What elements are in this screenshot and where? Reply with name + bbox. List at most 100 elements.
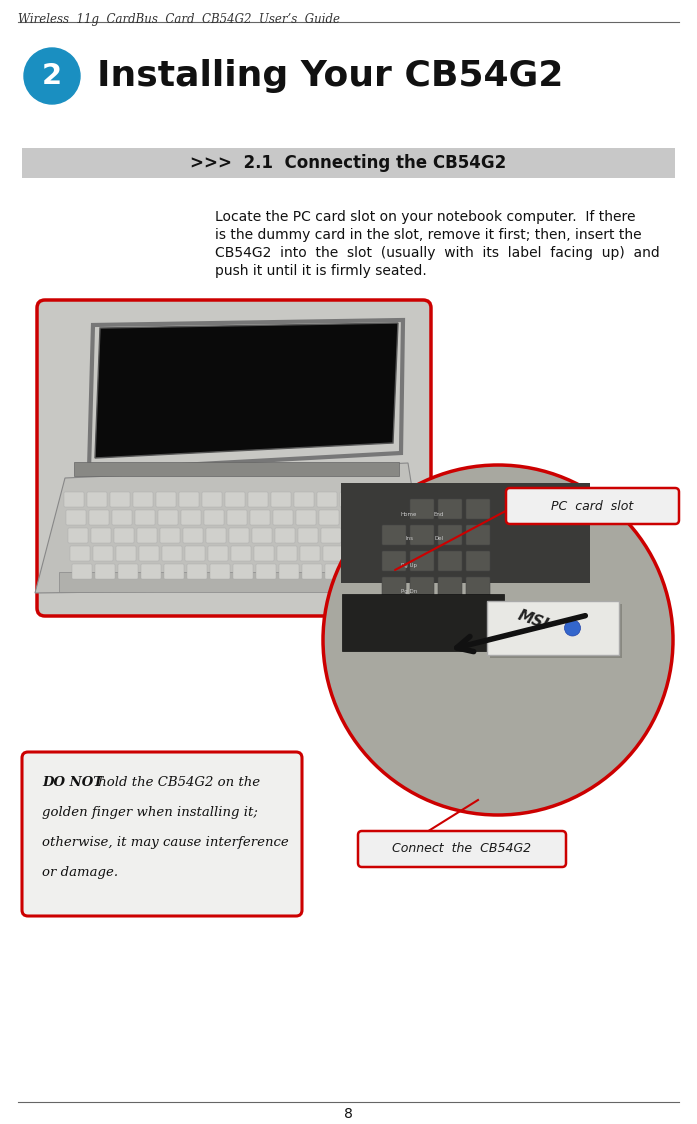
Text: Installing Your CB54G2: Installing Your CB54G2 xyxy=(97,58,563,93)
Text: 8: 8 xyxy=(344,1107,353,1121)
Text: otherwise, it may cause interference: otherwise, it may cause interference xyxy=(42,836,289,849)
FancyBboxPatch shape xyxy=(93,546,113,561)
FancyBboxPatch shape xyxy=(250,510,270,525)
Text: PC  card  slot: PC card slot xyxy=(551,499,634,513)
FancyBboxPatch shape xyxy=(248,492,268,507)
Circle shape xyxy=(565,620,581,636)
FancyBboxPatch shape xyxy=(210,564,230,579)
FancyBboxPatch shape xyxy=(229,528,249,543)
FancyBboxPatch shape xyxy=(342,510,362,525)
FancyBboxPatch shape xyxy=(225,492,245,507)
FancyBboxPatch shape xyxy=(487,601,619,655)
FancyBboxPatch shape xyxy=(273,510,293,525)
FancyBboxPatch shape xyxy=(59,572,419,592)
Text: hold the CB54G2 on the: hold the CB54G2 on the xyxy=(94,776,260,789)
FancyBboxPatch shape xyxy=(317,492,337,507)
FancyBboxPatch shape xyxy=(118,564,138,579)
Text: golden finger when installing it;: golden finger when installing it; xyxy=(42,806,258,819)
FancyBboxPatch shape xyxy=(466,577,490,597)
FancyBboxPatch shape xyxy=(68,528,88,543)
FancyBboxPatch shape xyxy=(341,483,590,583)
FancyBboxPatch shape xyxy=(227,510,247,525)
Text: Locate the PC card slot on your notebook computer.  If there: Locate the PC card slot on your notebook… xyxy=(215,210,636,224)
FancyBboxPatch shape xyxy=(22,148,675,178)
FancyBboxPatch shape xyxy=(371,564,391,579)
FancyBboxPatch shape xyxy=(346,546,366,561)
FancyBboxPatch shape xyxy=(135,510,155,525)
FancyBboxPatch shape xyxy=(252,528,272,543)
FancyBboxPatch shape xyxy=(72,564,92,579)
FancyBboxPatch shape xyxy=(466,499,490,519)
FancyBboxPatch shape xyxy=(367,528,387,543)
FancyBboxPatch shape xyxy=(181,510,201,525)
FancyBboxPatch shape xyxy=(438,602,462,623)
FancyBboxPatch shape xyxy=(208,546,228,561)
FancyBboxPatch shape xyxy=(348,564,368,579)
FancyBboxPatch shape xyxy=(438,525,462,545)
FancyBboxPatch shape xyxy=(363,492,383,507)
FancyBboxPatch shape xyxy=(116,546,136,561)
Text: DO NOT: DO NOT xyxy=(42,776,103,789)
FancyBboxPatch shape xyxy=(66,510,86,525)
FancyBboxPatch shape xyxy=(89,510,109,525)
FancyBboxPatch shape xyxy=(302,564,322,579)
Circle shape xyxy=(24,48,80,105)
FancyBboxPatch shape xyxy=(133,492,153,507)
FancyBboxPatch shape xyxy=(466,551,490,571)
FancyBboxPatch shape xyxy=(369,546,389,561)
FancyBboxPatch shape xyxy=(294,492,314,507)
FancyBboxPatch shape xyxy=(323,546,343,561)
Polygon shape xyxy=(95,323,398,457)
FancyBboxPatch shape xyxy=(340,492,360,507)
FancyBboxPatch shape xyxy=(325,564,345,579)
FancyBboxPatch shape xyxy=(382,551,406,571)
FancyBboxPatch shape xyxy=(139,546,159,561)
FancyBboxPatch shape xyxy=(233,564,253,579)
FancyBboxPatch shape xyxy=(342,593,504,651)
FancyBboxPatch shape xyxy=(22,752,302,916)
FancyBboxPatch shape xyxy=(319,510,339,525)
FancyBboxPatch shape xyxy=(358,831,566,867)
FancyBboxPatch shape xyxy=(74,462,399,475)
FancyBboxPatch shape xyxy=(160,528,180,543)
FancyBboxPatch shape xyxy=(410,525,434,545)
Text: Ins: Ins xyxy=(405,536,413,542)
Text: Pg Dn: Pg Dn xyxy=(401,589,417,593)
Text: End: End xyxy=(434,511,444,517)
FancyBboxPatch shape xyxy=(344,528,364,543)
FancyBboxPatch shape xyxy=(187,564,207,579)
FancyBboxPatch shape xyxy=(164,564,184,579)
FancyBboxPatch shape xyxy=(95,564,115,579)
FancyBboxPatch shape xyxy=(206,528,226,543)
FancyBboxPatch shape xyxy=(298,528,318,543)
FancyBboxPatch shape xyxy=(382,577,406,597)
FancyBboxPatch shape xyxy=(110,492,130,507)
FancyBboxPatch shape xyxy=(279,564,299,579)
FancyBboxPatch shape xyxy=(382,602,406,623)
FancyBboxPatch shape xyxy=(37,300,431,616)
FancyBboxPatch shape xyxy=(156,492,176,507)
FancyBboxPatch shape xyxy=(438,577,462,597)
FancyBboxPatch shape xyxy=(204,510,224,525)
FancyBboxPatch shape xyxy=(183,528,203,543)
FancyBboxPatch shape xyxy=(64,492,84,507)
Text: CB54G2  into  the  slot  (usually  with  its  label  facing  up)  and: CB54G2 into the slot (usually with its l… xyxy=(215,246,660,260)
Text: Connect  the  CB54G2: Connect the CB54G2 xyxy=(392,843,532,855)
FancyBboxPatch shape xyxy=(185,546,205,561)
FancyBboxPatch shape xyxy=(70,546,90,561)
Text: >>>  2.1  Connecting the CB54G2: >>> 2.1 Connecting the CB54G2 xyxy=(190,154,507,172)
FancyBboxPatch shape xyxy=(271,492,291,507)
FancyBboxPatch shape xyxy=(410,602,434,623)
Circle shape xyxy=(357,578,365,586)
Circle shape xyxy=(375,578,383,586)
FancyBboxPatch shape xyxy=(277,546,297,561)
FancyBboxPatch shape xyxy=(231,546,251,561)
FancyBboxPatch shape xyxy=(256,564,276,579)
FancyBboxPatch shape xyxy=(162,546,182,561)
FancyBboxPatch shape xyxy=(296,510,316,525)
Text: Home: Home xyxy=(401,511,418,517)
FancyBboxPatch shape xyxy=(91,528,111,543)
Text: or damage.: or damage. xyxy=(42,865,118,879)
FancyBboxPatch shape xyxy=(114,528,134,543)
FancyBboxPatch shape xyxy=(112,510,132,525)
